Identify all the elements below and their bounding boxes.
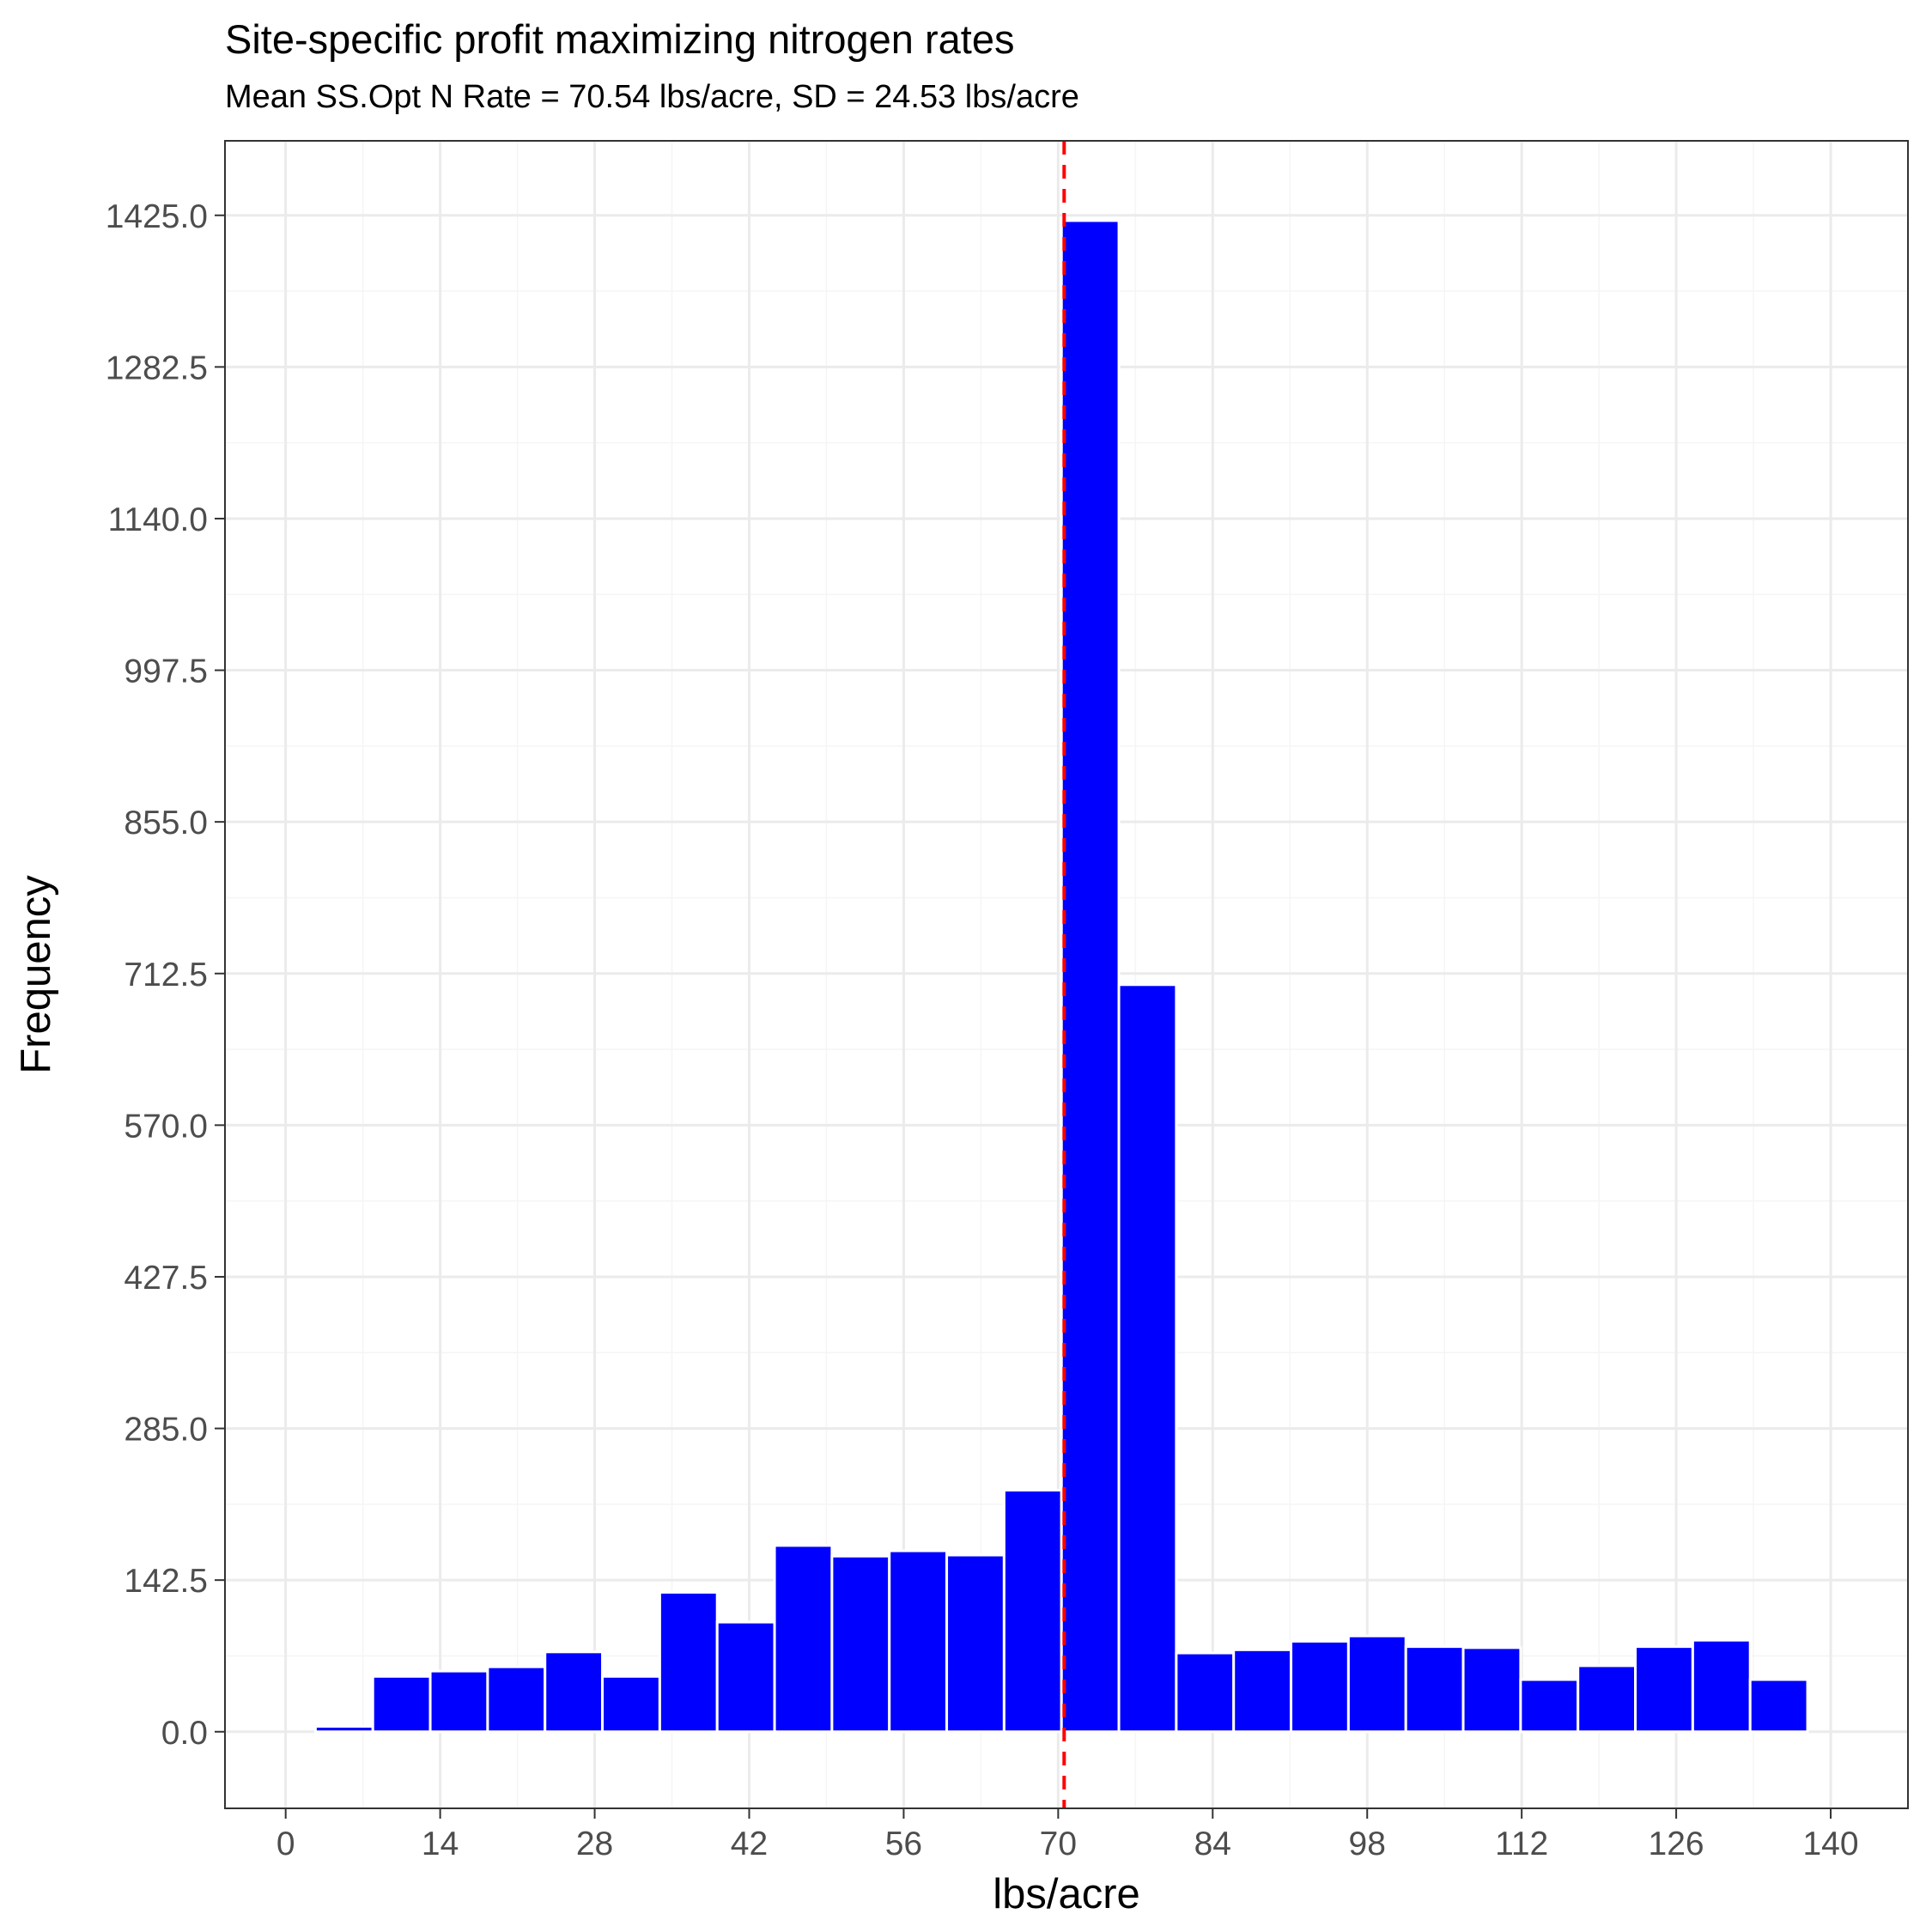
histogram-bar [658, 1590, 719, 1734]
y-tick-label: 427.5 [124, 1260, 208, 1297]
histogram-bar [1002, 1488, 1063, 1734]
panel-border [224, 140, 1909, 1809]
histogram-bar [1290, 1639, 1350, 1734]
histogram-bar [1060, 219, 1121, 1734]
histogram-bar [830, 1554, 891, 1734]
x-axis-title: lbs/acre [993, 1871, 1140, 1917]
x-tick-label: 112 [1495, 1826, 1548, 1862]
x-tick-label: 98 [1349, 1826, 1386, 1862]
y-tick-label: 142.5 [124, 1563, 208, 1600]
histogram-bar [371, 1674, 432, 1734]
y-tick-label: 0.0 [161, 1715, 208, 1752]
y-tick-label: 855.0 [124, 805, 208, 841]
histogram-bar [773, 1544, 834, 1734]
histogram-bar [1232, 1648, 1293, 1734]
histogram-bar [888, 1549, 949, 1734]
y-tick-label: 1140.0 [108, 501, 208, 538]
x-tick-label: 126 [1649, 1826, 1704, 1862]
x-tick-label: 140 [1802, 1826, 1858, 1862]
histogram-bar [544, 1650, 605, 1734]
y-tick-label: 285.0 [124, 1412, 208, 1449]
y-tick-label: 997.5 [124, 653, 208, 690]
histogram-bar [313, 1725, 374, 1734]
histogram-bar [1691, 1638, 1752, 1734]
histogram-bar [1346, 1634, 1407, 1734]
histogram-bar [1519, 1678, 1580, 1734]
chart-title: Site-specific profit maximizing nitrogen… [225, 16, 1015, 62]
histogram-bar [1461, 1646, 1522, 1734]
histogram-bar [715, 1620, 776, 1734]
histogram-bar [428, 1669, 489, 1734]
histogram-bar [1175, 1651, 1236, 1734]
x-tick-label: 0 [276, 1826, 295, 1862]
x-tick-label: 70 [1040, 1826, 1077, 1862]
y-tick-label: 712.5 [124, 957, 208, 993]
histogram-bars [313, 219, 1809, 1734]
x-tick-label: 28 [576, 1826, 613, 1862]
x-tick-label: 56 [885, 1826, 922, 1862]
histogram-bar [601, 1674, 661, 1734]
x-axis-ticks: 0 14 28 42 56 70 84 98 112 126 140 [276, 1808, 1859, 1862]
histogram-bar [486, 1665, 547, 1734]
histogram-bar [1634, 1645, 1694, 1734]
y-tick-label: 1282.5 [106, 349, 208, 386]
x-tick-label: 14 [422, 1826, 459, 1862]
histogram-bar [1404, 1645, 1465, 1734]
histogram-bar [1577, 1664, 1637, 1734]
histogram-bar [945, 1553, 1005, 1734]
histogram-bar [1117, 983, 1178, 1734]
y-axis-ticks: 0.0 142.5 285.0 427.5 570.0 712.5 855.0 997.5 11… [106, 198, 225, 1752]
histogram-bar [1748, 1678, 1809, 1734]
y-tick-label: 570.0 [124, 1108, 208, 1145]
x-tick-label: 42 [731, 1826, 768, 1862]
y-axis-title: Frequency [13, 875, 59, 1074]
chart-subtitle: Mean SS.Opt N Rate = 70.54 lbs/acre, SD … [225, 79, 1079, 115]
x-tick-label: 84 [1194, 1826, 1231, 1862]
y-tick-label: 1425.0 [106, 198, 208, 235]
